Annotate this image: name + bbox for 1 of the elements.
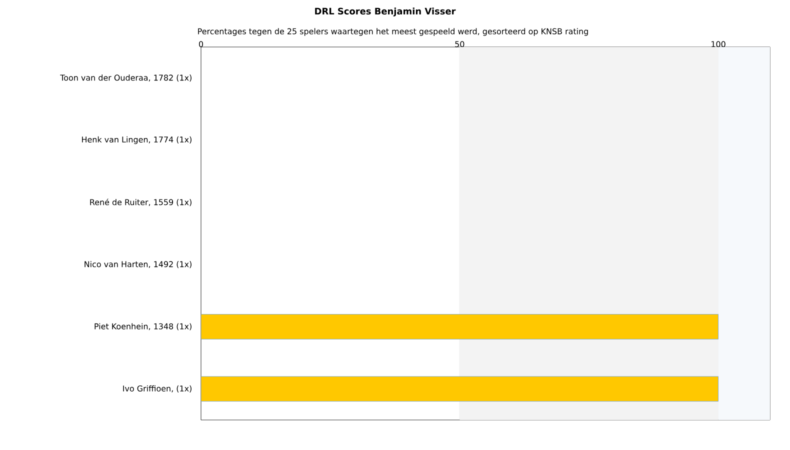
chart-title: DRL Scores Benjamin Visser <box>315 8 456 16</box>
